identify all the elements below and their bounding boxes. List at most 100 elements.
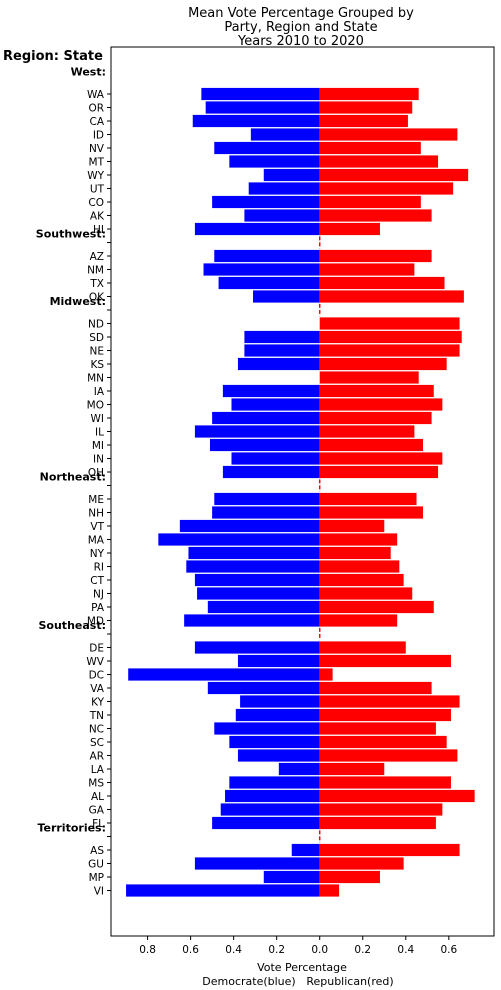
- democrat-bar: [237, 749, 320, 762]
- democrat-bar: [240, 695, 320, 708]
- republican-bar: [319, 168, 469, 182]
- democrat-bar: [194, 222, 320, 236]
- x-axis-label: Vote Percentage: [257, 961, 347, 974]
- democrat-bar: [207, 600, 320, 614]
- republican-bar: [319, 465, 439, 479]
- republican-bar: [319, 438, 423, 452]
- state-tick-label: NM: [87, 265, 104, 277]
- republican-bar: [319, 357, 447, 371]
- chart-title-line-2: Party, Region and State: [224, 20, 377, 35]
- democrat-bar: [214, 722, 320, 735]
- republican-bar: [319, 681, 432, 695]
- state-tick-label: KY: [91, 697, 105, 709]
- republican-bar: [319, 614, 398, 627]
- state-tick-label: WY: [87, 170, 104, 182]
- state-tick-label: NY: [90, 548, 105, 560]
- democrat-bar: [203, 263, 320, 276]
- democrat-bar: [197, 587, 320, 600]
- state-tick-label: VT: [90, 521, 104, 533]
- republican-bar: [319, 506, 423, 519]
- x-axis: 0.8 0.6 0.4 0.2 0.0 0.2 0.4 0.6: [139, 936, 457, 956]
- democrat-bar: [194, 573, 320, 587]
- republican-bar: [319, 587, 413, 600]
- state-tick-label: MP: [89, 872, 104, 884]
- democrat-bar: [214, 141, 320, 155]
- state-tick-label: ME: [88, 494, 104, 506]
- state-tick-label: ND: [88, 319, 104, 331]
- republican-bar: [319, 384, 434, 398]
- state-tick-label: AK: [90, 211, 105, 223]
- state-tick-label: TX: [89, 278, 104, 290]
- state-tick-label: DC: [89, 670, 104, 682]
- republican-bar: [319, 87, 419, 101]
- democrat-bar: [237, 357, 320, 371]
- democrat-bar: [231, 452, 320, 465]
- state-tick-label: MI: [92, 440, 104, 452]
- state-tick-label: WA: [87, 89, 105, 101]
- plot-frame: [110, 46, 495, 937]
- state-tick-label: NV: [89, 143, 105, 155]
- state-tick-label: AL: [91, 791, 104, 803]
- democrat-bar: [222, 465, 320, 479]
- state-tick-label: WV: [86, 656, 104, 668]
- x-tick-label: 0.2: [354, 944, 371, 956]
- republican-bar: [319, 641, 406, 654]
- state-tick-label: WI: [91, 413, 104, 425]
- region-state-label: Region: State: [3, 49, 103, 64]
- democrat-bar: [128, 668, 320, 681]
- state-tick-label: NH: [88, 508, 104, 520]
- democrat-bar: [126, 884, 320, 897]
- democrat-bar: [278, 762, 320, 776]
- republican-bar: [319, 533, 398, 546]
- state-tick-label: NE: [90, 346, 105, 358]
- democrat-bar: [229, 155, 320, 168]
- republican-bar: [319, 762, 385, 776]
- republican-bar: [319, 884, 340, 897]
- state-tick-label: OR: [88, 103, 104, 115]
- democrat-bar: [194, 641, 320, 654]
- republican-bar: [319, 249, 432, 263]
- state-tick-label: MT: [89, 157, 105, 169]
- chart-title-line-1: Mean Vote Percentage Grouped by: [188, 6, 414, 21]
- republican-bar: [319, 870, 380, 884]
- democrat-bar: [186, 560, 320, 573]
- x-tick-label: 0.8: [139, 944, 156, 956]
- republican-bar: [319, 789, 475, 803]
- republican-bar: [319, 816, 436, 830]
- republican-bar: [319, 749, 458, 762]
- republican-bar: [319, 195, 421, 209]
- state-tick-label: OK: [89, 292, 105, 304]
- democrat-bar: [229, 776, 320, 789]
- republican-bar: [319, 843, 460, 857]
- x-tick-label: 0.4: [225, 944, 242, 956]
- republican-bar: [319, 803, 443, 816]
- state-tick-label: NJ: [93, 589, 104, 601]
- state-tick-label: AR: [90, 751, 104, 763]
- democrat-bar: [184, 614, 320, 627]
- republican-bar: [319, 155, 439, 168]
- democrat-bar: [222, 384, 320, 398]
- democrat-bar: [214, 492, 320, 506]
- democrat-bar: [158, 533, 320, 546]
- state-tick-label: ID: [93, 130, 104, 142]
- republican-bar: [319, 668, 333, 681]
- democrat-bar: [212, 411, 320, 425]
- democrat-bar: [214, 249, 320, 263]
- state-tick-label: OH: [88, 467, 104, 479]
- republican-bar: [319, 519, 385, 533]
- region-label: Midwest:: [50, 295, 106, 308]
- republican-bar: [319, 492, 417, 506]
- republican-bar: [319, 141, 421, 155]
- democrat-bar: [194, 425, 320, 438]
- state-tick-label: SC: [90, 737, 104, 749]
- state-tick-label: IA: [94, 386, 105, 398]
- democrat-bar: [218, 276, 320, 290]
- region-label: West:: [71, 66, 106, 79]
- state-tick-label: CO: [88, 197, 104, 209]
- democrat-legend-label: Democrate(blue): [202, 975, 295, 988]
- republican-bar: [319, 114, 408, 128]
- democrat-bar: [244, 344, 320, 357]
- republican-bar: [319, 776, 451, 789]
- state-tick-label: GU: [88, 859, 104, 871]
